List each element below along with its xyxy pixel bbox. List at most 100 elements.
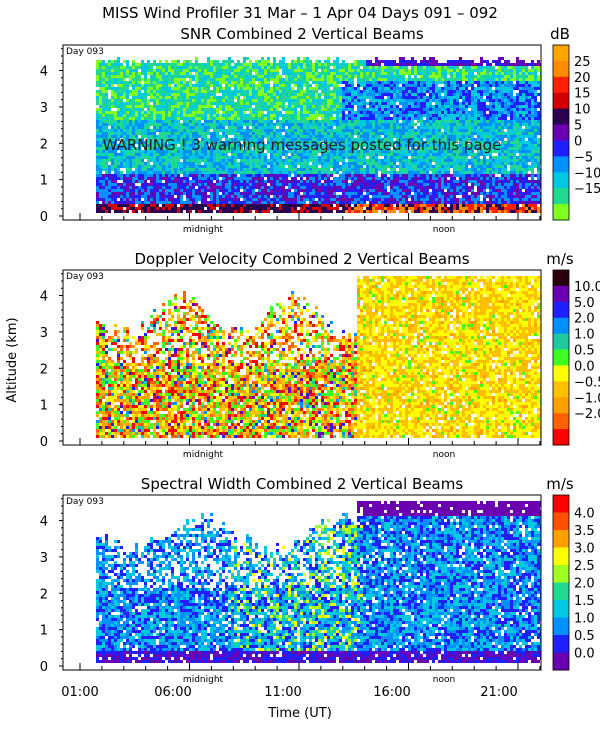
heatmap-cell [228,87,231,90]
heatmap-cell [201,102,204,105]
heatmap-cell [216,84,219,87]
heatmap-cell [366,102,369,105]
heatmap-cell [123,141,126,144]
heatmap-cell [282,204,285,207]
heatmap-cell [240,201,243,204]
heatmap-cell [141,177,144,180]
heatmap-cell [276,147,279,150]
heatmap-cell [102,117,105,120]
heatmap-cell [120,105,123,108]
heatmap-cell [186,129,189,132]
heatmap-cell [270,138,273,141]
heatmap-cell [330,93,333,96]
heatmap-cell [378,168,381,171]
heatmap-cell [285,96,288,99]
heatmap-cell [306,162,309,165]
heatmap-cell [135,81,138,84]
heatmap-cell [399,99,402,102]
heatmap-cell [246,159,249,162]
heatmap-cell [315,123,318,126]
heatmap-cell [186,99,189,102]
heatmap-cell [219,207,222,210]
heatmap-cell [219,114,222,117]
heatmap-cell [375,108,378,111]
heatmap-cell [129,126,132,129]
heatmap-cell [390,81,393,84]
heatmap-cell [369,144,372,147]
heatmap-cell [141,117,144,120]
heatmap-cell [345,153,348,156]
heatmap-cell [372,90,375,93]
heatmap-cell [387,117,390,120]
heatmap-cell [237,201,240,204]
heatmap-cell [297,102,300,105]
heatmap-cell [198,171,201,174]
heatmap-cell [183,132,186,135]
heatmap-cell [279,123,282,126]
heatmap-cell [354,201,357,204]
heatmap-cell [210,60,213,63]
heatmap-cell [279,63,282,66]
heatmap-cell [270,102,273,105]
heatmap-cell [318,159,321,162]
heatmap-cell [126,153,129,156]
heatmap-cell [249,111,252,114]
heatmap-cell [105,90,108,93]
heatmap-cell [132,96,135,99]
heatmap-cell [204,171,207,174]
heatmap-cell [396,204,399,207]
heatmap-cell [369,135,372,138]
heatmap-cell [387,111,390,114]
heatmap-cell [108,114,111,117]
heatmap-cell [99,198,102,201]
heatmap-cell [306,120,309,123]
heatmap-cell [246,156,249,159]
heatmap-cell [240,159,243,162]
heatmap-cell [315,75,318,78]
heatmap-cell [120,195,123,198]
heatmap-cell [222,201,225,204]
heatmap-cell [294,141,297,144]
heatmap-cell [327,183,330,186]
heatmap-cell [327,186,330,189]
heatmap-cell [234,117,237,120]
heatmap-cell [282,165,285,168]
heatmap-cell [123,114,126,117]
heatmap-cell [399,135,402,138]
heatmap-cell [117,111,120,114]
heatmap-cell [267,105,270,108]
heatmap-cell [132,186,135,189]
heatmap-cell [105,69,108,72]
heatmap-cell [348,120,351,123]
heatmap-cell [186,186,189,189]
heatmap-cell [162,132,165,135]
heatmap-cell [255,138,258,141]
heatmap-cell [141,168,144,171]
heatmap-cell [396,138,399,141]
heatmap-cell [174,75,177,78]
heatmap-cell [147,90,150,93]
heatmap-cell [174,141,177,144]
heatmap-cell [117,57,120,60]
heatmap-cell [153,105,156,108]
heatmap-cell [306,81,309,84]
heatmap-cell [138,99,141,102]
heatmap-cell [144,201,147,204]
heatmap-cell [294,174,297,177]
heatmap-cell [213,63,216,66]
heatmap-cell [243,120,246,123]
heatmap-cell [369,186,372,189]
heatmap-cell [168,75,171,78]
heatmap-cell [297,180,300,183]
heatmap-cell [372,177,375,180]
heatmap-cell [396,126,399,129]
heatmap-cell [243,108,246,111]
heatmap-cell [351,108,354,111]
heatmap-cell [102,141,105,144]
heatmap-cell [240,129,243,132]
heatmap-cell [372,120,375,123]
heatmap-cell [204,72,207,75]
heatmap-cell [195,189,198,192]
heatmap-cell [258,207,261,210]
heatmap-cell [276,165,279,168]
